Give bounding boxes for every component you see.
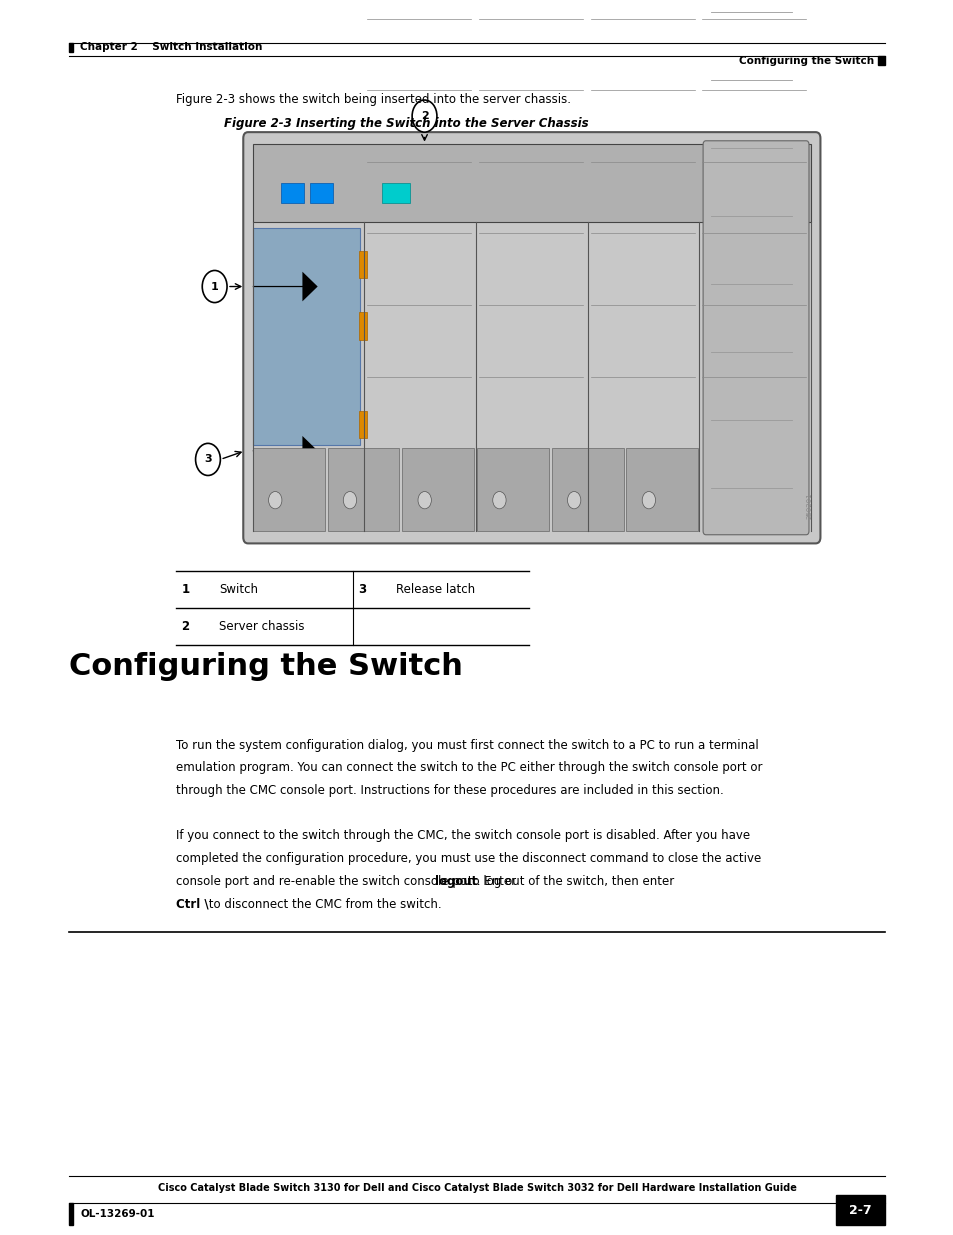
- Bar: [253, 448, 324, 531]
- FancyBboxPatch shape: [243, 132, 820, 543]
- Bar: [358, 312, 367, 340]
- Text: emulation program. You can connect the switch to the PC either through the switc: emulation program. You can connect the s…: [176, 761, 762, 774]
- Circle shape: [641, 492, 655, 509]
- FancyArrow shape: [253, 272, 317, 301]
- Circle shape: [567, 492, 580, 509]
- Text: Inserting the Switch into the Server Chassis: Inserting the Switch into the Server Cha…: [295, 117, 588, 131]
- Circle shape: [412, 100, 436, 132]
- Text: 2: 2: [181, 620, 190, 632]
- Bar: [327, 448, 399, 531]
- Text: to log out of the switch, then enter: to log out of the switch, then enter: [464, 874, 674, 888]
- Text: Configuring the Switch: Configuring the Switch: [738, 56, 873, 65]
- Text: Figure 2-3 shows the switch being inserted into the server chassis.: Figure 2-3 shows the switch being insert…: [176, 93, 571, 106]
- Text: Switch: Switch: [219, 583, 258, 595]
- Bar: [358, 251, 367, 278]
- Text: Release latch: Release latch: [395, 583, 475, 595]
- Text: If you connect to the switch through the CMC, the switch console port is disable: If you connect to the switch through the…: [176, 830, 750, 842]
- Bar: [402, 448, 474, 531]
- FancyBboxPatch shape: [702, 141, 808, 535]
- Text: through the CMC console port. Instructions for these procedures are included in : through the CMC console port. Instructio…: [176, 784, 723, 798]
- Text: console port and re-enable the switch console port. Enter: console port and re-enable the switch co…: [176, 874, 519, 888]
- Bar: [253, 228, 359, 445]
- Text: 1: 1: [181, 583, 190, 595]
- Text: Chapter 2    Switch Installation: Chapter 2 Switch Installation: [80, 42, 262, 52]
- Text: completed the configuration procedure, you must use the disconnect command to cl: completed the configuration procedure, y…: [176, 852, 760, 866]
- Circle shape: [269, 492, 282, 509]
- FancyArrow shape: [253, 436, 317, 466]
- Text: 3: 3: [357, 583, 366, 595]
- Circle shape: [343, 492, 356, 509]
- Text: Server chassis: Server chassis: [219, 620, 305, 632]
- Text: 2: 2: [420, 111, 428, 121]
- Bar: [551, 448, 623, 531]
- Text: Cisco Catalyst Blade Switch 3130 for Dell and Cisco Catalyst Blade Switch 3032 f: Cisco Catalyst Blade Switch 3130 for Del…: [157, 1183, 796, 1193]
- Bar: [69, 43, 72, 52]
- Bar: [381, 183, 410, 203]
- Text: Configuring the Switch: Configuring the Switch: [69, 652, 462, 680]
- Text: OL-13269-01: OL-13269-01: [80, 1209, 154, 1219]
- Circle shape: [492, 492, 505, 509]
- Circle shape: [202, 270, 227, 303]
- Bar: [835, 1195, 884, 1225]
- Bar: [476, 448, 548, 531]
- Text: 1: 1: [211, 282, 218, 291]
- Bar: [281, 183, 304, 203]
- Text: 3: 3: [204, 454, 212, 464]
- Bar: [253, 144, 810, 222]
- Text: logout: logout: [435, 874, 477, 888]
- Bar: [310, 183, 333, 203]
- Bar: [626, 448, 698, 531]
- Bar: [69, 1203, 72, 1225]
- Text: 2-7: 2-7: [848, 1204, 871, 1216]
- Bar: [877, 56, 884, 65]
- Text: Figure 2-3: Figure 2-3: [224, 117, 292, 131]
- Text: To run the system configuration dialog, you must first connect the switch to a P: To run the system configuration dialog, …: [176, 739, 759, 752]
- Text: 250201: 250201: [806, 492, 812, 519]
- Text: to disconnect the CMC from the switch.: to disconnect the CMC from the switch.: [205, 898, 441, 911]
- Bar: [358, 411, 367, 438]
- Text: Ctrl \: Ctrl \: [176, 898, 209, 911]
- Circle shape: [195, 443, 220, 475]
- Circle shape: [417, 492, 431, 509]
